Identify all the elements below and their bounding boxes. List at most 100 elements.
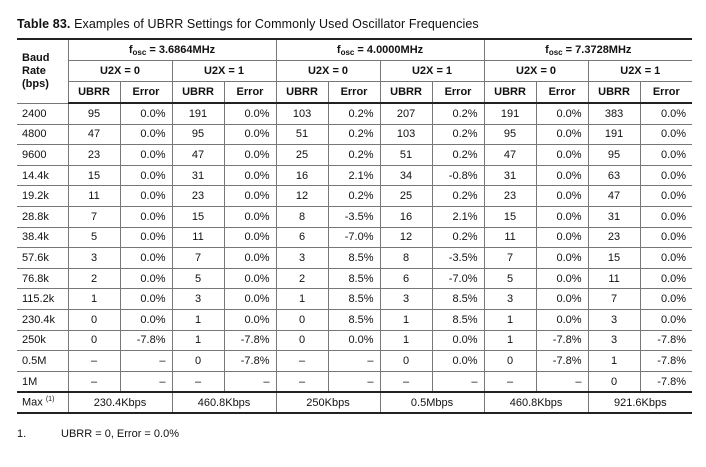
error-cell: 0.0%	[119, 288, 173, 310]
error-cell: 0.0%	[639, 205, 693, 228]
error-cell: –	[327, 350, 381, 372]
footnote-number: 1.	[17, 428, 27, 440]
error-cell: 0.0%	[119, 226, 173, 249]
error-cell: 0.2%	[327, 102, 381, 125]
osc-header-1: fosc = 4.0000MHz	[275, 38, 485, 61]
table-caption: Table 83. Examples of UBRR Settings for …	[17, 17, 479, 31]
max-value-cell: 460.8Kbps	[483, 391, 589, 415]
ubrr-cell: 207	[379, 102, 433, 125]
baud-header-line2: Rate	[22, 64, 46, 77]
error-cell: –	[431, 370, 485, 393]
error-cell: 0.2%	[431, 144, 485, 166]
baud-header-line3: (bps)	[22, 77, 49, 90]
ubrr-cell: 15	[67, 164, 121, 187]
ubrr-cell: 25	[379, 185, 433, 207]
ubrr-column-header: UBRR	[483, 81, 537, 104]
osc-header-2: fosc = 7.3728MHz	[483, 38, 693, 61]
osc-f: f	[128, 43, 133, 56]
ubrr-cell: 47	[67, 123, 121, 146]
error-cell: -7.8%	[639, 350, 693, 372]
ubrr-cell: 1	[483, 329, 537, 352]
error-cell: 0.0%	[119, 308, 173, 331]
error-cell: 0.2%	[327, 144, 381, 166]
error-cell: 0.0%	[639, 247, 693, 269]
error-cell: 0.0%	[639, 226, 693, 249]
ubrr-cell: 6	[379, 267, 433, 290]
ubrr-cell: 191	[483, 102, 537, 125]
ubrr-cell: 95	[67, 102, 121, 125]
table-row: 57.6k 3 0.0% 7 0.0% 3 8.5% 8 -3.5% 7 0.0% 15 0.0%	[17, 247, 693, 269]
error-cell: –	[535, 370, 589, 393]
ubrr-cell: 63	[587, 164, 641, 187]
error-cell: -0.8%	[431, 164, 485, 187]
table-row: 28.8k 7 0.0% 15 0.0% 8 -3.5% 16 2.1% 15 0.0% 31 0.0%	[17, 205, 693, 228]
error-cell: -7.0%	[431, 267, 485, 290]
ubrr-cell: 3	[483, 288, 537, 310]
ubrr-cell: 12	[275, 185, 329, 207]
baud-header-line1: Baud	[22, 51, 50, 64]
error-cell: 0.0%	[119, 267, 173, 290]
error-cell: -7.8%	[223, 329, 277, 352]
baud-rate-cell: 0.5M	[17, 350, 69, 372]
ubrr-cell: 95	[171, 123, 225, 146]
max-value-cell: 0.5Mbps	[379, 391, 485, 415]
error-cell: 0.0%	[431, 329, 485, 352]
error-cell: 0.0%	[535, 226, 589, 249]
ubrr-cell: 23	[171, 185, 225, 207]
ubrr-cell: 47	[587, 185, 641, 207]
ubrr-cell: 0	[67, 329, 121, 352]
error-cell: 0.0%	[535, 164, 589, 187]
osc-value: = 3.6864MHz	[146, 43, 216, 56]
ubrr-cell: –	[379, 370, 433, 393]
ubrr-cell: 23	[587, 226, 641, 249]
ubrr-cell: 3	[379, 288, 433, 310]
u2x-header: U2X = 0	[68, 60, 173, 82]
error-cell: 0.0%	[535, 123, 589, 146]
caption-text: Examples of UBRR Settings for Commonly U…	[74, 17, 479, 31]
ubrr-cell: 25	[275, 144, 329, 166]
error-cell: 0.0%	[639, 308, 693, 331]
error-cell: -7.8%	[119, 329, 173, 352]
baud-rate-cell: 19.2k	[17, 185, 69, 207]
error-cell: 0.0%	[119, 185, 173, 207]
ubrr-cell: 191	[171, 102, 225, 125]
u2x-header: U2X = 1	[587, 60, 693, 82]
error-cell: 0.2%	[431, 185, 485, 207]
ubrr-cell: 3	[275, 247, 329, 269]
error-cell: 0.0%	[223, 185, 277, 207]
error-cell: 0.0%	[535, 144, 589, 166]
baud-rate-cell: 9600	[17, 144, 69, 166]
ubrr-cell: –	[483, 370, 537, 393]
error-cell: 0.0%	[223, 288, 277, 310]
max-label: Max	[22, 397, 43, 410]
error-cell: 0.0%	[223, 144, 277, 166]
baud-rate-cell: 4800	[17, 123, 69, 146]
ubrr-cell: 47	[171, 144, 225, 166]
error-column-header: Error	[327, 81, 381, 104]
error-cell: -7.8%	[639, 329, 693, 352]
error-cell: 0.0%	[639, 144, 693, 166]
ubrr-cell: 1	[483, 308, 537, 331]
error-cell: -7.0%	[327, 226, 381, 249]
error-cell: 0.0%	[223, 226, 277, 249]
error-cell: 0.0%	[223, 247, 277, 269]
error-cell: 0.0%	[223, 205, 277, 228]
ubrr-cell: 31	[171, 164, 225, 187]
baud-rate-cell: 38.4k	[17, 226, 69, 249]
table-row: 38.4k 5 0.0% 11 0.0% 6 -7.0% 12 0.2% 11 0.0% 23 0.0%	[17, 226, 693, 249]
ubrr-cell: 23	[67, 144, 121, 166]
error-cell: 0.0%	[119, 164, 173, 187]
table-row: 9600 23 0.0% 47 0.0% 25 0.2% 51 0.2% 47 0.0% 95 0.0%	[17, 144, 693, 166]
max-label-cell: Max (1)	[17, 391, 69, 415]
ubrr-cell: 23	[483, 185, 537, 207]
osc-sub: osc	[132, 47, 147, 57]
footnote: 1. UBRR = 0, Error = 0.0%	[17, 428, 179, 440]
error-cell: 0.0%	[535, 267, 589, 290]
error-cell: 0.0%	[119, 102, 173, 125]
table-row: 19.2k 11 0.0% 23 0.0% 12 0.2% 25 0.2% 23 0.0% 47 0.0…	[17, 185, 693, 207]
ubrr-cell: 2	[67, 267, 121, 290]
ubrr-cell: –	[67, 350, 121, 372]
u2x-header: U2X = 0	[483, 60, 589, 82]
baud-rate-cell: 115.2k	[17, 288, 69, 310]
ubrr-cell: 1	[379, 308, 433, 331]
